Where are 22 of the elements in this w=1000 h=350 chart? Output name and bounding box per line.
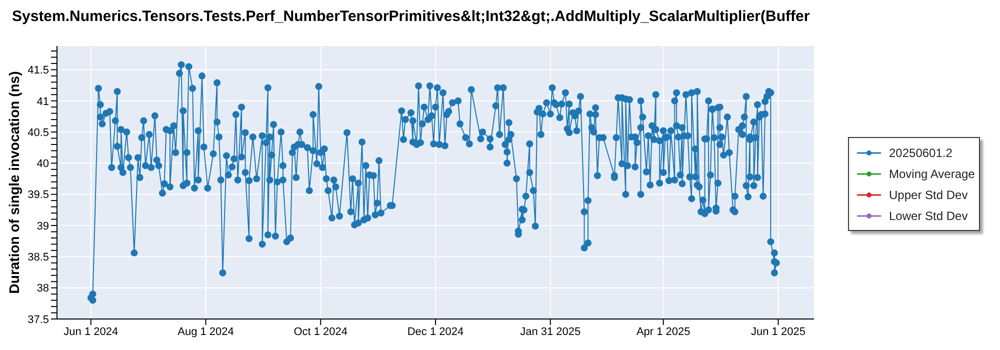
x-tick-label: Oct 1 2024	[294, 326, 348, 338]
x-tick-label: Aug 1 2024	[178, 326, 234, 338]
legend-label: 20250601.2	[889, 146, 952, 160]
x-tick-label: Jun 1 2025	[751, 326, 806, 338]
y-tick-label: 39	[36, 220, 49, 232]
y-tick-label: 41.5	[28, 64, 49, 77]
y-tick-label: 37.5	[28, 314, 49, 326]
x-tick-label: Jun 1 2024	[64, 326, 118, 338]
y-tick-label: 40.5	[28, 126, 49, 139]
x-tick-label: Apr 1 2025	[636, 326, 690, 338]
y-axis-title: Duration of single invocation (ns)	[6, 71, 22, 294]
x-tick-label: Dec 1 2024	[407, 326, 464, 338]
y-tick-label: 39.5	[28, 189, 49, 202]
legend-label: Lower Std Dev	[889, 208, 968, 222]
legend-label: Moving Average	[889, 166, 975, 180]
y-tick-label: 38.5	[28, 252, 49, 264]
y-tick-label: 41	[36, 96, 49, 108]
x-tick-label: Jan 31 2025	[520, 326, 581, 338]
chart-title: System.Numerics.Tensors.Tests.Perf_NumberTensorPrimitives&lt;Int32&gt;.AddMultiply_ScalarMultiplier(Buffer	[12, 8, 810, 25]
y-tick-label: 40	[36, 158, 49, 170]
y-tick-label: 38	[36, 282, 49, 295]
legend-label: Upper Std Dev	[889, 188, 968, 202]
